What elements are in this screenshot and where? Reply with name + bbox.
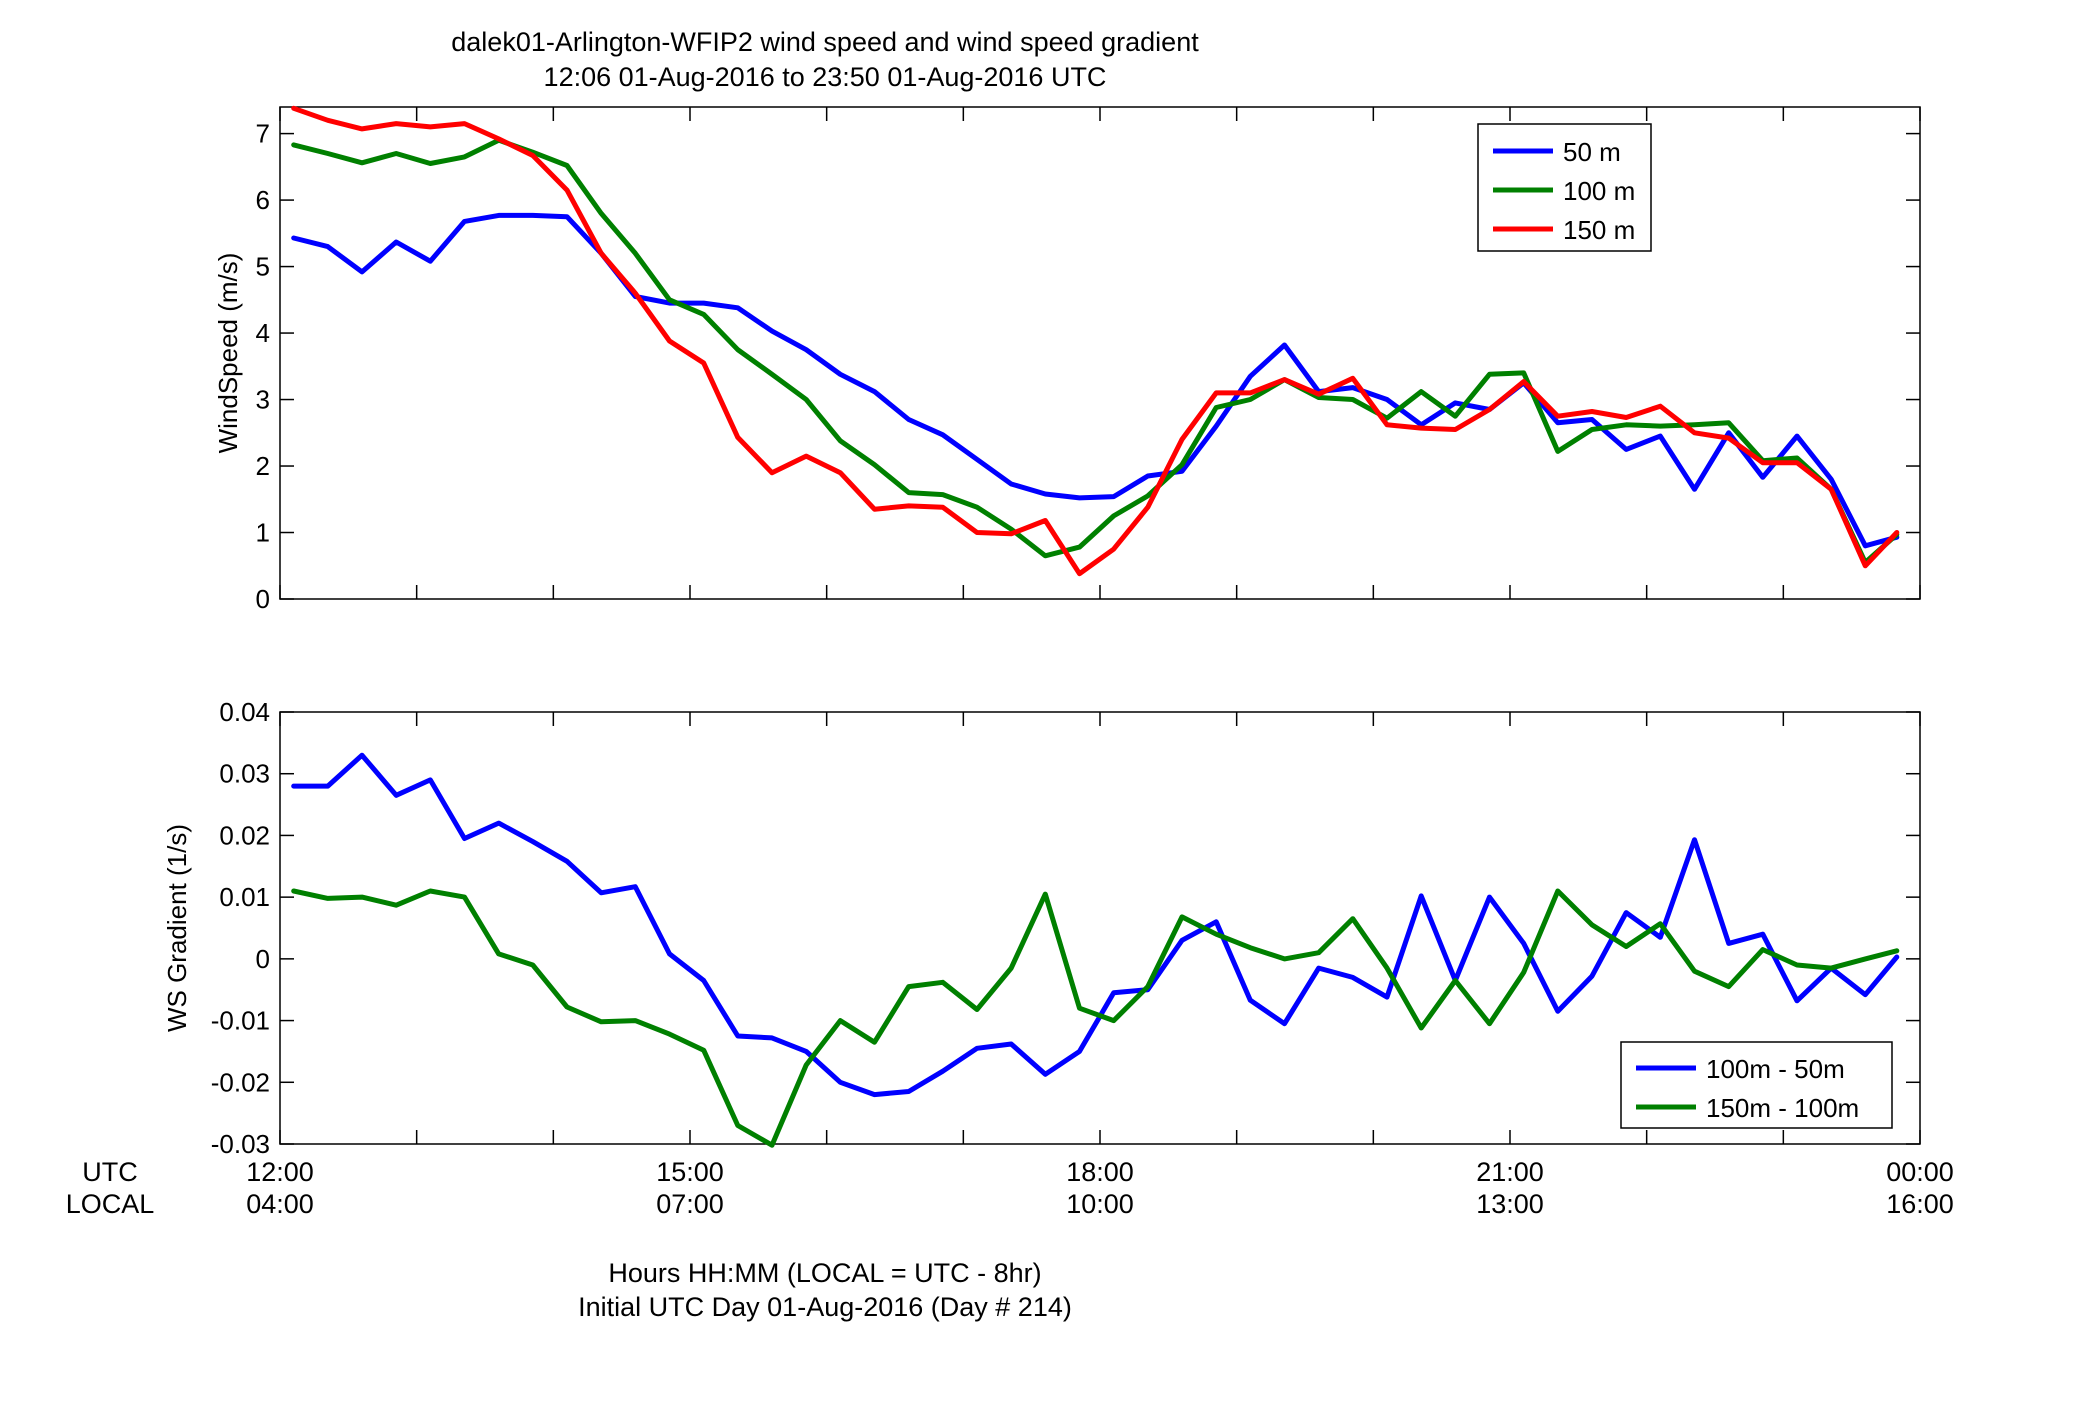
x-tick-label-utc: 15:00 (656, 1157, 724, 1187)
legend-label-150m: 150 m (1563, 215, 1635, 245)
windspeed-legend: 50 m 100 m 150 m (1477, 123, 1652, 252)
windspeed-y-axis-label: WindSpeed (m/s) (213, 253, 243, 454)
y-tick-label: 3 (256, 385, 270, 415)
utc-row-label: UTC (82, 1157, 138, 1187)
series-line-100-m (291, 137, 1900, 565)
x-axis-sublabel: Initial UTC Day 01-Aug-2016 (Day # 214) (578, 1292, 1072, 1322)
gradient-legend-box (1620, 1041, 1893, 1129)
y-tick-label: 6 (256, 185, 270, 215)
legend-label-150m-100m: 150m - 100m (1706, 1093, 1859, 1123)
x-tick-label-utc: 00:00 (1886, 1157, 1954, 1187)
gradient-panel: -0.03 -0.02 -0.01 0 0.01 0.02 0.03 0.04 WS Grad… (162, 697, 1921, 1159)
legend-label-100m-50m: 100m - 50m (1706, 1054, 1845, 1084)
series-line-50-m (291, 212, 1900, 549)
x-tick-label-utc: 12:00 (246, 1157, 314, 1187)
y-tick-label: 0 (256, 944, 270, 974)
y-tick-label: -0.03 (211, 1129, 270, 1159)
chart-title-line2: 12:06 01-Aug-2016 to 23:50 01-Aug-2016 U… (544, 62, 1107, 92)
x-axis-label: Hours HH:MM (LOCAL = UTC - 8hr) (608, 1258, 1041, 1288)
windspeed-ticks: 0 1 2 3 4 5 6 7 (256, 107, 1921, 614)
y-tick-label: 0.02 (219, 820, 270, 850)
x-tick-label-local: 07:00 (656, 1189, 724, 1219)
series-line-150m-100m (291, 888, 1900, 1148)
chart-title-line1: dalek01-Arlington-WFIP2 wind speed and w… (451, 27, 1199, 57)
y-tick-label: 0 (256, 584, 270, 614)
x-tick-label-local: 04:00 (246, 1189, 314, 1219)
y-tick-label: 7 (256, 119, 270, 149)
local-row-label: LOCAL (66, 1189, 155, 1219)
y-tick-label: 1 (256, 518, 270, 548)
gradient-series (291, 752, 1900, 1148)
y-tick-label: 2 (256, 451, 270, 481)
gradient-legend: 100m - 50m 150m - 100m (1620, 1041, 1893, 1129)
x-tick-label-local: 13:00 (1476, 1189, 1544, 1219)
y-tick-label: 4 (256, 318, 270, 348)
x-tick-label-local: 16:00 (1886, 1189, 1954, 1219)
y-tick-label: 5 (256, 252, 270, 282)
windspeed-series (291, 105, 1900, 577)
x-tick-label-utc: 18:00 (1066, 1157, 1134, 1187)
y-tick-label: 0.03 (219, 759, 270, 789)
legend-label-50m: 50 m (1563, 137, 1621, 167)
series-line-100m-50m (291, 752, 1900, 1098)
y-tick-label: 0.04 (219, 697, 270, 727)
y-tick-label: 0.01 (219, 882, 270, 912)
x-tick-label-local: 10:00 (1066, 1189, 1134, 1219)
windspeed-panel: 0 1 2 3 4 5 6 7 WindSpeed (m/s) 50 m 100 m 150 … (213, 105, 1921, 614)
gradient-y-axis-label: WS Gradient (1/s) (162, 824, 192, 1032)
y-tick-label: -0.01 (211, 1006, 270, 1036)
x-tick-label-utc: 21:00 (1476, 1157, 1544, 1187)
y-tick-label: -0.02 (211, 1067, 270, 1097)
gradient-ticks: -0.03 -0.02 -0.01 0 0.01 0.02 0.03 0.04 (211, 697, 1921, 1159)
series-line-150-m (291, 105, 1900, 577)
legend-label-100m: 100 m (1563, 176, 1635, 206)
